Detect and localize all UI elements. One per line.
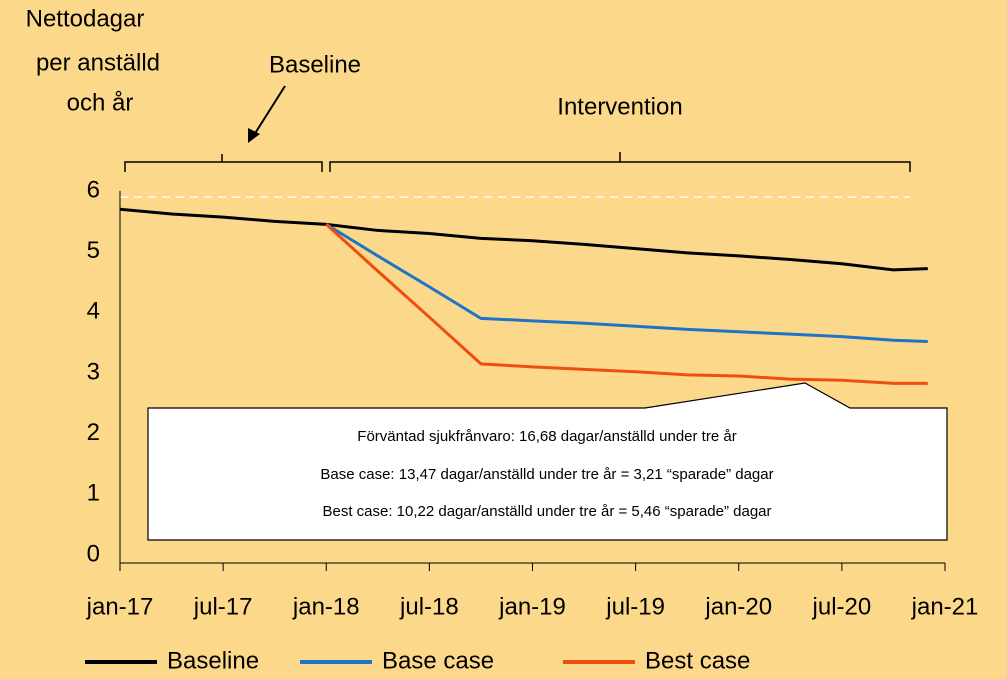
x-tick-label: jan-19: [498, 593, 566, 620]
arrow: [253, 85, 286, 136]
x-tick-label: jan-17: [86, 593, 154, 620]
line-series: [325, 223, 928, 385]
annotation: Intervention: [557, 93, 682, 120]
x-tick-label: jan-18: [292, 593, 360, 620]
y-label: per anställd: [36, 49, 160, 76]
y-tick-label: 2: [87, 419, 100, 446]
bracket: [329, 152, 911, 172]
y-tick-label: 6: [87, 176, 100, 203]
box-text: Base case: 13,47 dagar/anställd under tr…: [320, 466, 773, 483]
box-text: Förväntad sjukfrånvaro: 16,68 dagar/anst…: [357, 428, 736, 445]
line-series: [119, 207, 928, 272]
y-tick-label: 0: [87, 540, 100, 567]
legend-label: Base case: [382, 647, 494, 674]
callout-box: [147, 382, 948, 541]
y-tick-label: 5: [87, 237, 100, 264]
box-text: Best case: 10,22 dagar/anställd under tr…: [322, 503, 771, 520]
y-tick-label: 4: [87, 298, 100, 325]
x-tick-label: jul-19: [605, 593, 665, 620]
legend: Baseline Base case Best case: [85, 647, 750, 674]
x-tick-label: jan-20: [704, 593, 772, 620]
plot: 0 1 2 3 4 5 6 jan-17 jul-17 jan-18 jul-18 jan-19 jul…: [86, 176, 979, 620]
line-series: [325, 223, 928, 343]
x-tick-label: jul-20: [812, 593, 872, 620]
annotation: Baseline: [269, 51, 361, 78]
x-tick-label: jul-17: [193, 593, 253, 620]
arrow-head: [248, 128, 260, 143]
legend-label: Best case: [645, 647, 750, 674]
y-tick-label: 1: [87, 480, 100, 507]
x-tick-label: jul-18: [399, 593, 459, 620]
x-tick-label: jan-21: [911, 593, 979, 620]
y-label: och år: [67, 89, 134, 116]
y-label: Nettodagar: [26, 5, 145, 32]
bracket: [124, 154, 323, 172]
legend-label: Baseline: [167, 647, 259, 674]
y-tick-label: 3: [87, 358, 100, 385]
